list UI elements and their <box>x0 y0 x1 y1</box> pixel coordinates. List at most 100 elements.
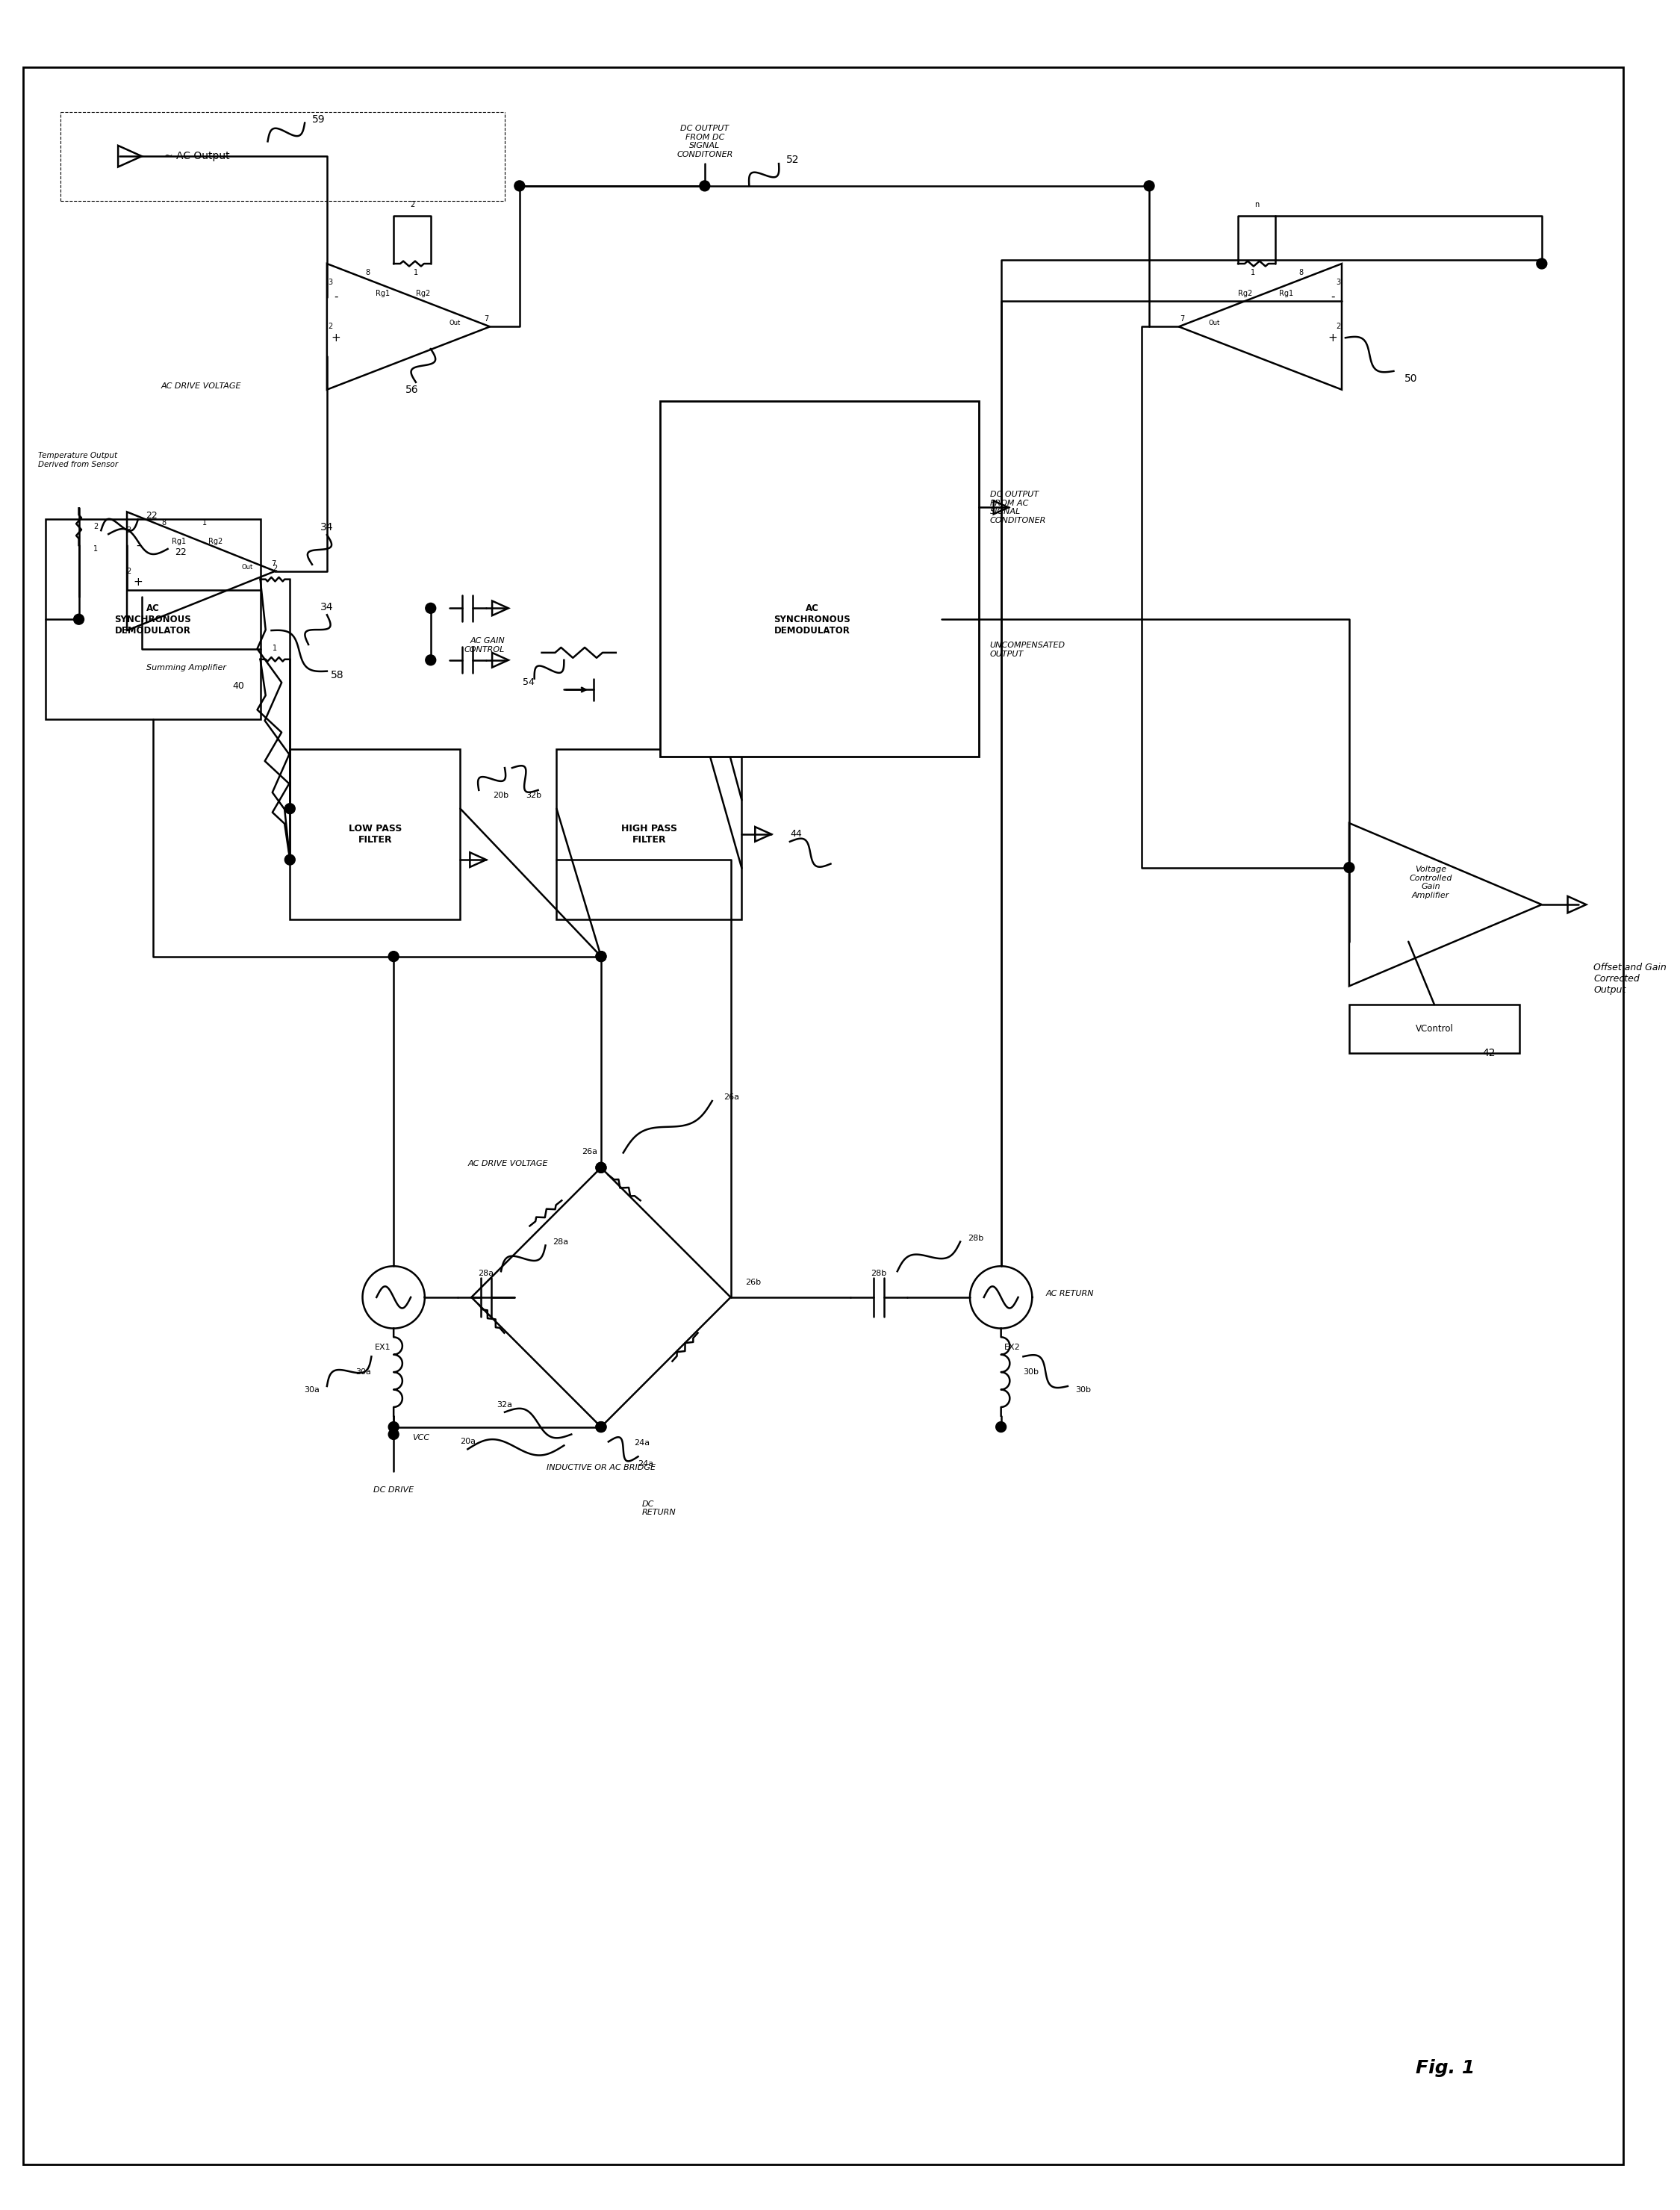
Text: 1: 1 <box>1250 270 1255 276</box>
Text: Rg1: Rg1 <box>375 290 390 296</box>
Text: 22: 22 <box>146 511 158 519</box>
Text: 30a: 30a <box>304 1386 319 1395</box>
Text: 32a: 32a <box>497 1401 512 1408</box>
Text: 1: 1 <box>203 519 207 526</box>
Text: -: - <box>334 292 338 303</box>
Text: Rg2: Rg2 <box>208 537 223 546</box>
Text: 20a: 20a <box>460 1439 475 1445</box>
Text: 32b: 32b <box>526 791 541 800</box>
Text: 26a: 26a <box>581 1147 598 1156</box>
Circle shape <box>1537 259 1547 270</box>
Text: Out: Out <box>242 564 254 570</box>
Circle shape <box>284 804 296 813</box>
Text: -: - <box>1331 292 1336 303</box>
Text: 1: 1 <box>94 546 97 552</box>
Text: Rg2: Rg2 <box>417 290 430 296</box>
Text: 2: 2 <box>94 524 99 530</box>
Text: Rg1: Rg1 <box>171 537 186 546</box>
Circle shape <box>596 1421 606 1432</box>
Text: DC DRIVE: DC DRIVE <box>373 1485 413 1494</box>
Bar <box>682 519 942 718</box>
Text: 34: 34 <box>321 522 334 533</box>
Text: 8: 8 <box>161 519 166 526</box>
Text: 7: 7 <box>484 316 489 323</box>
Text: 8: 8 <box>366 270 370 276</box>
Text: 24a: 24a <box>638 1461 654 1467</box>
Text: 20b: 20b <box>494 791 509 800</box>
Bar <box>556 749 743 919</box>
Text: 56: 56 <box>405 385 418 396</box>
Text: +: + <box>133 577 143 588</box>
Text: 22: 22 <box>175 548 186 557</box>
Text: 7: 7 <box>272 559 276 568</box>
Circle shape <box>596 950 606 961</box>
Text: INDUCTIVE OR AC BRIDGE: INDUCTIVE OR AC BRIDGE <box>546 1463 655 1472</box>
Text: AC RETURN: AC RETURN <box>1045 1291 1094 1297</box>
Text: 28b: 28b <box>870 1271 887 1277</box>
Text: VCC: VCC <box>412 1434 430 1441</box>
Text: 28a: 28a <box>479 1271 494 1277</box>
Circle shape <box>996 1421 1006 1432</box>
Text: Offset and Gain
Corrected
Output: Offset and Gain Corrected Output <box>1594 964 1667 994</box>
Text: 1: 1 <box>413 270 418 276</box>
Text: Out: Out <box>449 320 460 327</box>
Text: AC DRIVE VOLTAGE: AC DRIVE VOLTAGE <box>467 1160 548 1167</box>
Text: 1: 1 <box>272 645 277 652</box>
Circle shape <box>425 654 435 665</box>
Circle shape <box>596 1162 606 1174</box>
Text: HIGH PASS
FILTER: HIGH PASS FILTER <box>622 824 677 844</box>
Text: 3: 3 <box>1336 278 1341 285</box>
Circle shape <box>425 603 435 614</box>
Text: 58: 58 <box>331 670 344 681</box>
Bar <box>291 749 460 919</box>
Text: +: + <box>331 331 341 343</box>
Text: Rg1: Rg1 <box>1278 290 1294 296</box>
Circle shape <box>1144 181 1154 190</box>
Text: 34: 34 <box>321 603 334 612</box>
Text: 30b: 30b <box>1075 1386 1090 1395</box>
Text: Fig. 1: Fig. 1 <box>1416 2060 1475 2077</box>
Text: Voltage
Controlled
Gain
Amplifier: Voltage Controlled Gain Amplifier <box>1410 866 1452 899</box>
Text: 3: 3 <box>126 526 131 535</box>
Text: 42: 42 <box>1482 1048 1495 1059</box>
Circle shape <box>596 1162 606 1174</box>
Text: 8: 8 <box>1299 270 1304 276</box>
Text: -: - <box>136 539 139 550</box>
Text: 59: 59 <box>312 115 326 124</box>
Text: 2: 2 <box>272 564 277 572</box>
Text: 50: 50 <box>1404 373 1418 385</box>
Bar <box>45 519 260 718</box>
Text: 26a: 26a <box>724 1094 739 1101</box>
Text: ~ AC Output: ~ AC Output <box>165 150 230 161</box>
Circle shape <box>74 614 84 625</box>
Circle shape <box>699 181 711 190</box>
Text: EX2: EX2 <box>1005 1344 1020 1350</box>
Text: 24a: 24a <box>635 1439 650 1448</box>
Text: 30b: 30b <box>1023 1368 1038 1377</box>
Text: 2: 2 <box>328 323 333 329</box>
Circle shape <box>596 950 606 961</box>
Text: DC
RETURN: DC RETURN <box>642 1501 675 1516</box>
Circle shape <box>1344 862 1354 873</box>
Text: Out: Out <box>1208 320 1220 327</box>
Text: AC
SYNCHRONOUS
DEMODULATOR: AC SYNCHRONOUS DEMODULATOR <box>774 603 850 636</box>
Circle shape <box>514 181 524 190</box>
Circle shape <box>388 1421 398 1432</box>
Text: LOW PASS
FILTER: LOW PASS FILTER <box>348 824 402 844</box>
Text: 44: 44 <box>790 829 801 840</box>
Text: 54: 54 <box>522 678 534 687</box>
Circle shape <box>596 1421 606 1432</box>
Circle shape <box>388 1430 398 1439</box>
Text: Temperature Output
Derived from Sensor: Temperature Output Derived from Sensor <box>39 453 118 469</box>
Text: 3: 3 <box>328 278 333 285</box>
Text: n: n <box>1255 201 1258 208</box>
Text: 2: 2 <box>410 201 415 208</box>
Text: 28a: 28a <box>553 1238 568 1246</box>
Text: 52: 52 <box>786 155 800 166</box>
Text: 2: 2 <box>126 568 131 575</box>
Circle shape <box>388 950 398 961</box>
Text: DC OUTPUT
FROM DC
SIGNAL
CONDITONER: DC OUTPUT FROM DC SIGNAL CONDITONER <box>677 124 732 159</box>
Text: AC GAIN
CONTROL: AC GAIN CONTROL <box>464 636 504 654</box>
Text: AC
SYNCHRONOUS
DEMODULATOR: AC SYNCHRONOUS DEMODULATOR <box>114 603 192 636</box>
Text: 26b: 26b <box>746 1280 761 1286</box>
